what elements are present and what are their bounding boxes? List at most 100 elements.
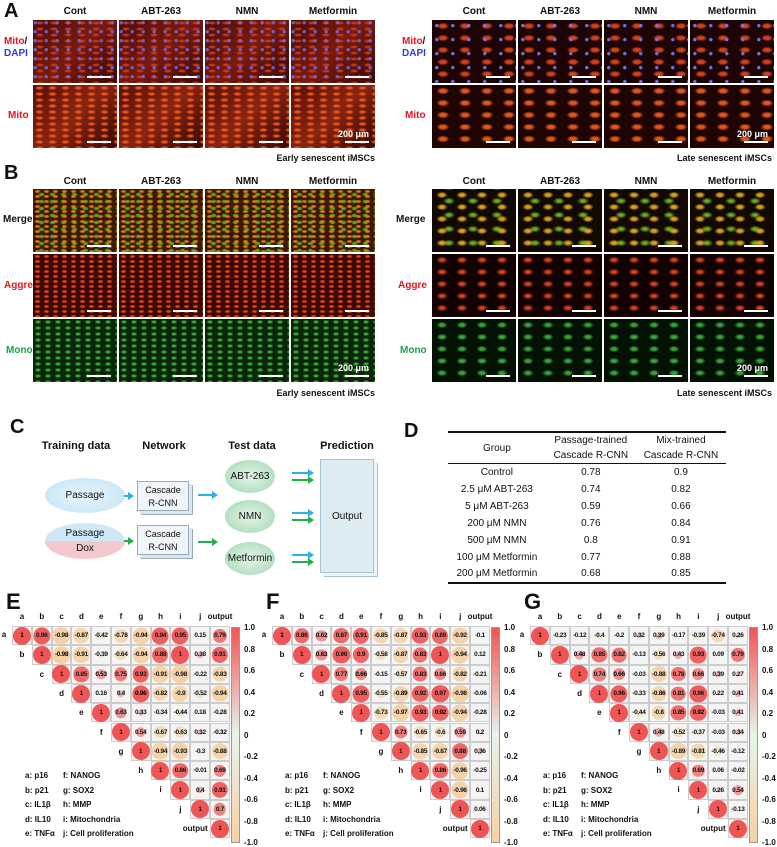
late-micrograph-aggre-1 xyxy=(518,254,602,317)
legend-item: f: NANOG xyxy=(581,771,618,780)
correlation-value: 0.54 xyxy=(135,729,146,736)
correlation-value: 1 xyxy=(578,671,581,678)
late-micrograph-aggre-2 xyxy=(604,254,688,317)
column-header-late: Cont xyxy=(432,6,516,17)
correlation-value: -0.34 xyxy=(154,709,167,716)
header-mix-model: Cascade R-CNN xyxy=(636,448,726,464)
correlation-value: 0.66 xyxy=(435,671,446,678)
correlation-cell: 1 xyxy=(292,645,312,664)
row-label: g xyxy=(371,747,391,756)
correlation-value: -0.33 xyxy=(632,690,645,697)
column-label: output xyxy=(466,612,494,621)
correlation-cell: -0.17 xyxy=(669,626,689,645)
column-header-early: Metformin xyxy=(291,6,375,17)
correlation-cell: 0.39 xyxy=(708,665,728,684)
correlation-value: 1 xyxy=(677,767,680,774)
correlation-cell: -0.94 xyxy=(210,684,230,703)
colorbar-tick: -1.0 xyxy=(244,838,258,847)
correlation-value: -0.67 xyxy=(154,729,167,736)
correlation-cell: -0.34 xyxy=(151,703,171,722)
correlation-cell: -0.91 xyxy=(71,645,91,664)
correlation-value: -0.82 xyxy=(154,690,167,697)
correlation-cell: -0.88 xyxy=(210,742,230,761)
row-label: d xyxy=(312,689,332,698)
correlation-value: 1 xyxy=(736,825,739,832)
legend-item: d: IL10 xyxy=(543,815,569,824)
scale-bar xyxy=(87,310,111,312)
correlation-cell: -0.02 xyxy=(728,761,748,780)
correlation-cell: 0.63 xyxy=(312,645,332,664)
scale-bar xyxy=(486,375,510,377)
column-label: g xyxy=(649,612,669,621)
row-label: h xyxy=(391,766,411,775)
correlation-value: 0.91 xyxy=(214,787,225,794)
scale-bar-label: 200 μm xyxy=(338,129,369,139)
correlation-value: 0.1 xyxy=(476,787,484,794)
column-label: d xyxy=(331,612,351,621)
scale-bar xyxy=(658,310,682,312)
correlation-cell: -0.93 xyxy=(170,742,190,761)
column-header-early: ABT-263 xyxy=(119,6,203,17)
correlation-cell: 0.2 xyxy=(470,723,490,742)
scale-bar xyxy=(744,375,768,377)
colorbar-tick: -0.8 xyxy=(762,817,776,826)
correlation-value: 0.77 xyxy=(336,671,347,678)
correlation-cell: -0.39 xyxy=(91,645,111,664)
correlation-value: -0.4 xyxy=(594,632,604,639)
correlation-cell: -0.6 xyxy=(430,723,450,742)
correlation-cell: -0.2 xyxy=(609,626,629,645)
correlation-value: 0.06 xyxy=(712,767,723,774)
correlation-cell: -0.03 xyxy=(708,723,728,742)
correlation-value: 0.82 xyxy=(613,651,624,658)
correlation-cell: -0.03 xyxy=(629,665,649,684)
correlation-value: -0.81 xyxy=(692,748,705,755)
mix-trained-cell: 0.9 xyxy=(636,464,726,481)
scale-bar xyxy=(259,76,283,78)
correlation-cell: 0.92 xyxy=(688,703,708,722)
caption-b-early: Early senescent iMSCs xyxy=(175,388,375,398)
caption-a-early: Early senescent iMSCs xyxy=(175,153,375,163)
test-label: ABT-263 xyxy=(231,469,270,485)
colorbar-tick: -0.4 xyxy=(244,774,258,783)
early-micrograph-mono-2 xyxy=(205,319,289,382)
colorbar-tick: -0.2 xyxy=(504,752,518,761)
correlation-cell: 0.48 xyxy=(649,723,669,742)
column-label: c xyxy=(570,612,590,621)
legend-item: b: p21 xyxy=(543,786,567,795)
correlation-value: -0.13 xyxy=(731,806,744,813)
correlation-value: 1 xyxy=(20,632,23,639)
column-label: d xyxy=(71,612,91,621)
correlation-cell: 0.22 xyxy=(708,684,728,703)
scale-bar xyxy=(173,245,197,247)
early-micrograph-mito-dapi-1 xyxy=(119,20,203,83)
scale-bar xyxy=(87,76,111,78)
colorbar-tick: 0.8 xyxy=(244,645,255,654)
scale-bar xyxy=(486,76,510,78)
correlation-value: -0.94 xyxy=(453,651,466,658)
late-micrograph-mono-0 xyxy=(432,319,516,382)
correlation-cell: 0.86 xyxy=(292,626,312,645)
correlation-cell: -0.57 xyxy=(391,665,411,684)
arrow-icon xyxy=(292,519,312,521)
row-label: g xyxy=(629,747,649,756)
correlation-cell: -0.82 xyxy=(151,684,171,703)
colorbar-tick: 0.4 xyxy=(244,688,255,697)
correlation-value: 0.86 xyxy=(296,632,307,639)
correlation-value: -0.03 xyxy=(711,729,724,736)
correlation-value: 0.26 xyxy=(712,787,723,794)
correlation-cell: -0.4 xyxy=(589,626,609,645)
correlation-value: -0.44 xyxy=(632,709,645,716)
row-label: f xyxy=(91,728,111,737)
correlation-value: -0.91 xyxy=(75,651,88,658)
correlation-cell: -0.73 xyxy=(371,703,391,722)
correlation-cell: -0.9 xyxy=(170,684,190,703)
correlation-cell: -0.22 xyxy=(190,665,210,684)
row-label: i xyxy=(411,785,431,794)
column-label: f xyxy=(629,612,649,621)
colorbar-tick: -0.8 xyxy=(244,817,258,826)
colorbar-tick: 0.2 xyxy=(244,709,255,718)
slash: / xyxy=(25,36,28,47)
scale-bar xyxy=(87,141,111,143)
